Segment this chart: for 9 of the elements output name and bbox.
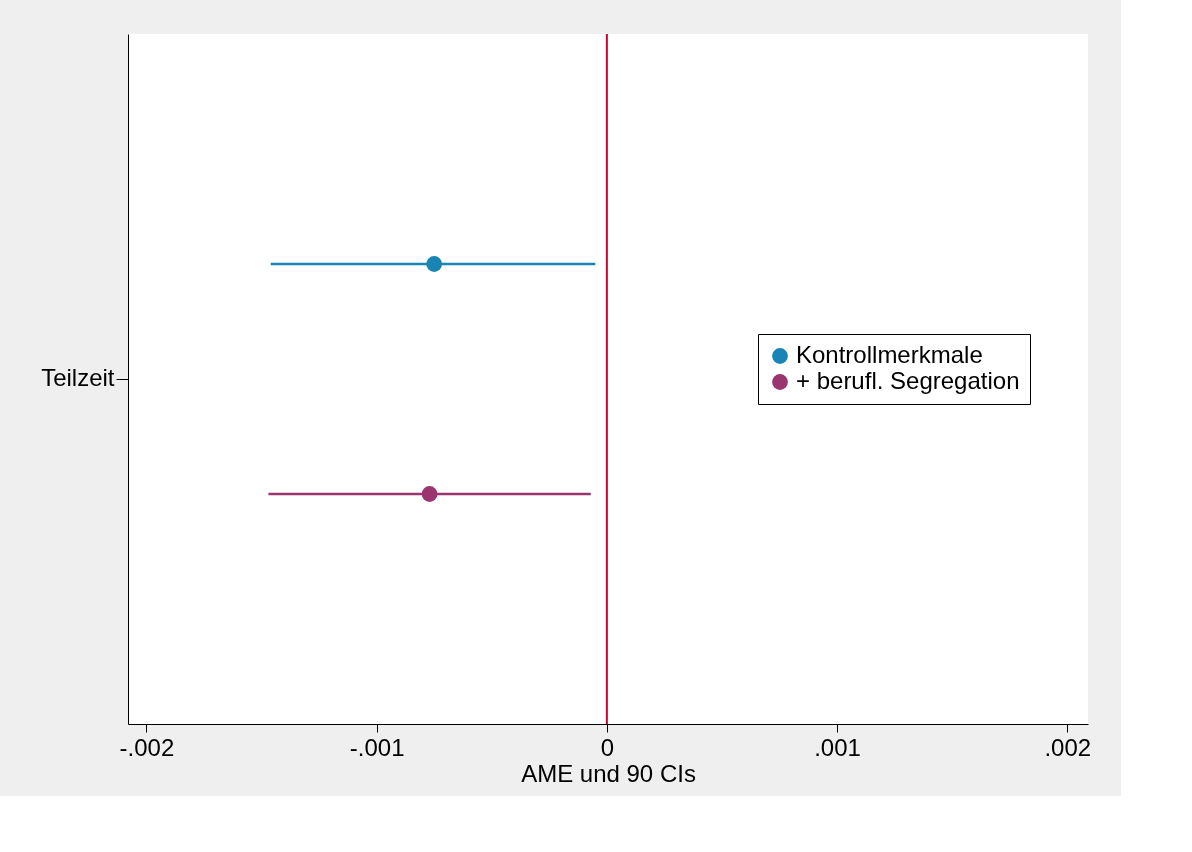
- x-tick-label: .001: [814, 733, 861, 761]
- legend-label: Kontrollmerkmale: [796, 341, 983, 368]
- x-tick-label: -.002: [119, 733, 175, 761]
- x-axis-title: AME und 90 CIs: [521, 759, 696, 787]
- x-tick-label: .002: [1044, 733, 1092, 761]
- x-tick-label: -.001: [349, 733, 405, 761]
- y-tick-label: Teilzeit: [41, 364, 115, 391]
- x-tick-label: 0: [600, 733, 615, 761]
- legend-label: + berufl. Segregation: [796, 367, 1020, 394]
